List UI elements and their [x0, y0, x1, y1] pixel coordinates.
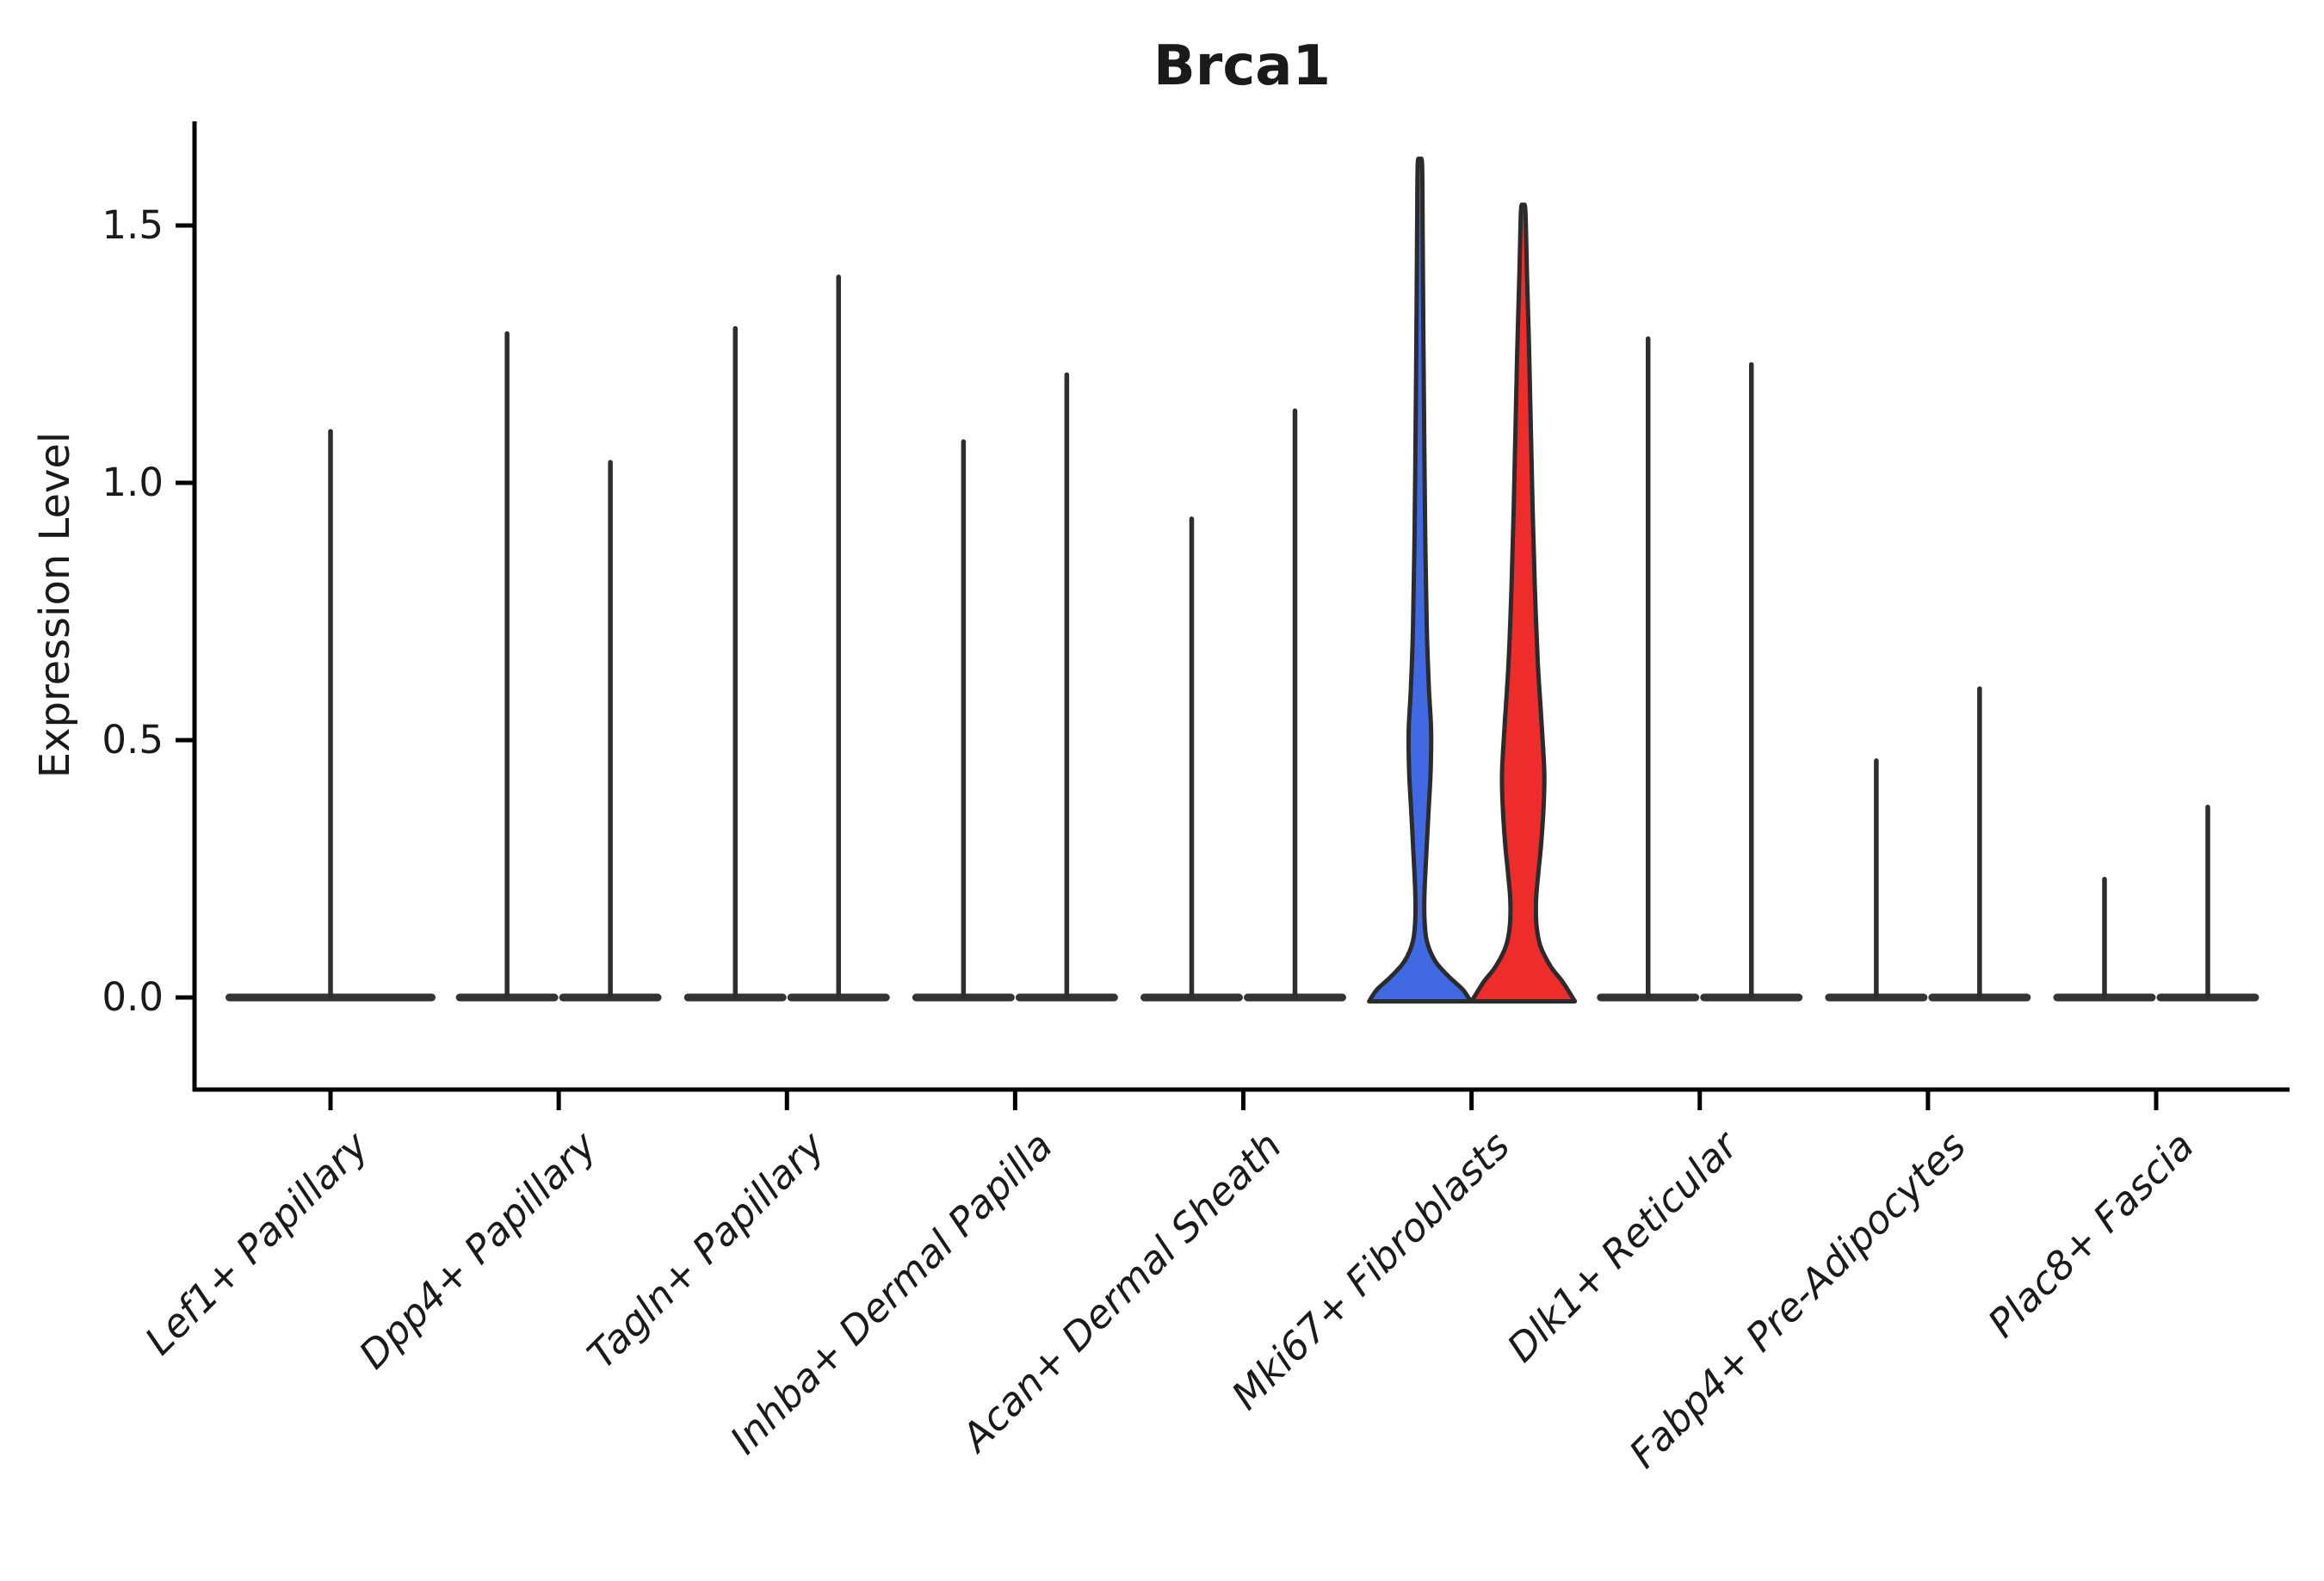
- y-tick-label-0.5: 0.5: [102, 717, 164, 763]
- chart-title: Brca1: [1153, 34, 1331, 98]
- y-tick-label-1.0: 1.0: [102, 460, 164, 505]
- violin-filled-blue: [1367, 156, 1474, 1004]
- violin-filled-red: [1469, 202, 1578, 1004]
- plot-canvas: [176, 121, 2290, 1110]
- y-tick-label-1.5: 1.5: [102, 202, 164, 248]
- violin-figure: Brca1 Expression Level 0.0 0.5 1.0 1.5 Lef1+…: [31, 34, 2290, 1477]
- y-tick-label-0.0: 0.0: [102, 974, 164, 1020]
